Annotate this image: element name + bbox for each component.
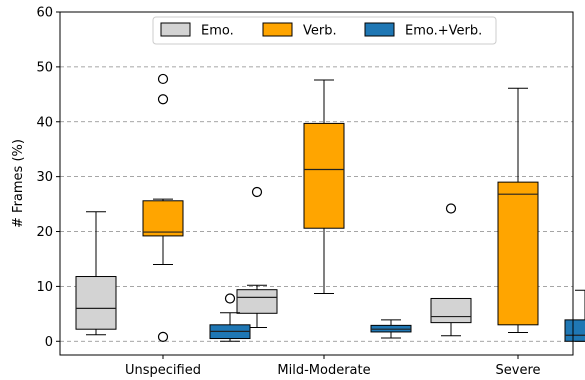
box-verb--2	[497, 87, 539, 333]
legend-label: Emo.+Verb.	[405, 24, 482, 39]
y-axis: 0 10 20 30 40 50 60	[36, 6, 60, 350]
legend-label: Verb.	[303, 24, 337, 39]
y-tick-label: 40	[36, 115, 53, 130]
box-emo-verb--2	[564, 289, 585, 342]
legend-swatch	[160, 22, 191, 37]
box-iqr	[142, 200, 184, 237]
y-tick-label: 30	[36, 170, 53, 185]
box-emo--2	[430, 203, 472, 337]
outlier-point	[224, 293, 236, 304]
outlier-point	[445, 203, 457, 214]
grid-lines	[60, 66, 573, 342]
y-tick-label: 10	[36, 280, 53, 295]
box-iqr	[497, 181, 539, 326]
outlier-point	[157, 94, 169, 105]
outlier-point	[251, 186, 263, 198]
y-tick-label: 60	[36, 6, 53, 21]
y-axis-label: # Frames (%)	[11, 139, 26, 228]
box-iqr	[303, 122, 345, 229]
legend-frame	[152, 16, 497, 45]
box-emo--1	[236, 186, 278, 329]
box-verb--1	[303, 79, 345, 295]
box-emo-verb--0	[209, 293, 251, 342]
legend-label: Emo.	[201, 24, 234, 39]
x-tick-label: Severe	[496, 363, 541, 378]
box-emo-verb--1	[370, 319, 412, 339]
box-iqr	[75, 276, 117, 330]
x-tick-label: Mild-Moderate	[277, 363, 370, 378]
x-tick-label: Unspecified	[125, 363, 201, 378]
box-iqr	[564, 319, 585, 342]
box-verb--0	[142, 73, 184, 342]
legend: Emo. Verb. Emo.+Verb.	[152, 16, 497, 45]
legend-swatch	[262, 22, 293, 37]
y-tick-label: 0	[45, 335, 53, 350]
box-series	[75, 73, 585, 342]
plot-frame	[59, 11, 574, 356]
box-emo--0	[75, 211, 117, 336]
x-axis: Unspecified Mild-Moderate Severe	[125, 355, 541, 378]
box-iqr	[236, 289, 278, 314]
outlier-point	[157, 73, 169, 85]
y-tick-label: 50	[36, 60, 53, 75]
box-iqr	[430, 297, 472, 324]
outlier-point	[157, 331, 169, 342]
legend-swatch	[364, 22, 395, 37]
y-tick-label: 20	[36, 225, 53, 240]
